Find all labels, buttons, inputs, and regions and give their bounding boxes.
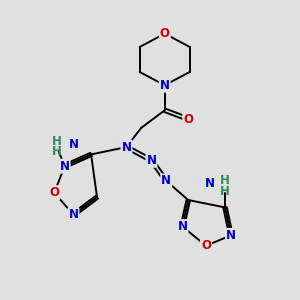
- Text: N: N: [177, 220, 188, 233]
- Text: O: O: [49, 186, 59, 199]
- Text: H: H: [220, 185, 230, 198]
- Text: O: O: [183, 112, 193, 126]
- Text: N: N: [161, 174, 171, 188]
- Text: N: N: [122, 141, 131, 154]
- Text: N: N: [68, 208, 78, 221]
- Text: N: N: [226, 229, 236, 242]
- Text: H: H: [52, 145, 62, 158]
- Text: N: N: [146, 154, 157, 167]
- Text: H: H: [52, 135, 62, 148]
- Text: O: O: [201, 239, 211, 252]
- Text: N: N: [160, 79, 170, 92]
- Text: N: N: [206, 177, 215, 190]
- Text: O: O: [160, 27, 170, 40]
- Text: H: H: [220, 174, 230, 188]
- Text: N: N: [60, 160, 70, 173]
- Text: N: N: [68, 138, 78, 151]
